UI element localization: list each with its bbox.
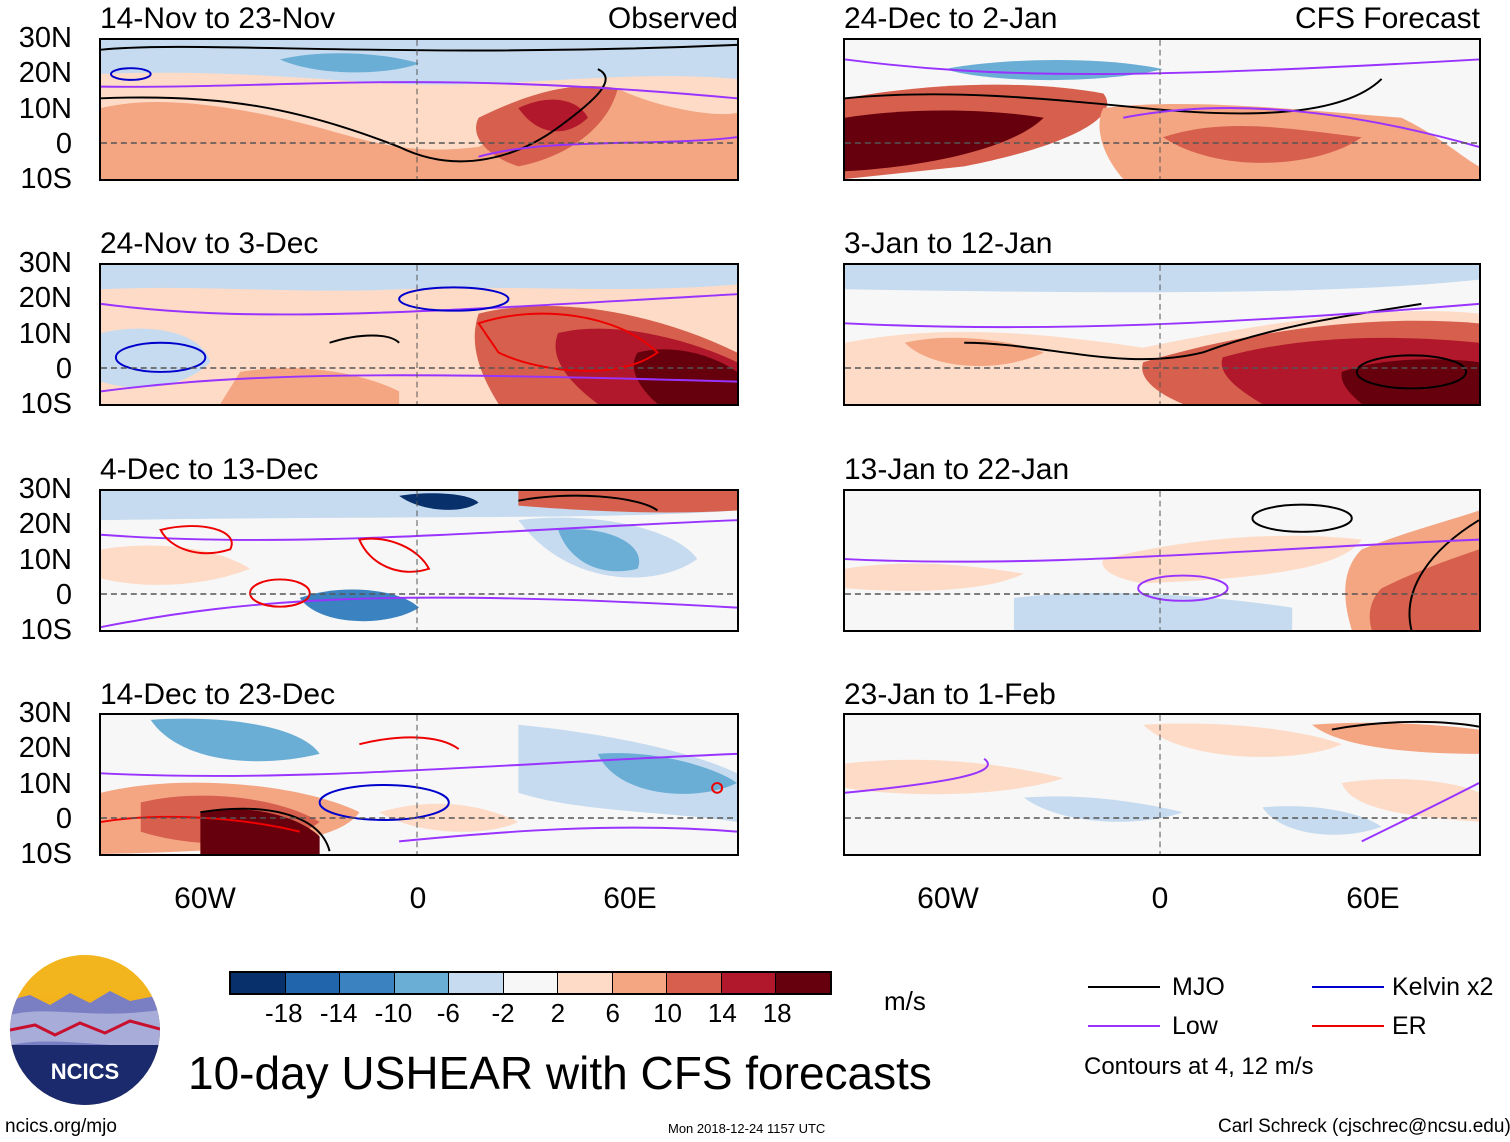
lat-label: 10N	[18, 318, 72, 350]
colorbar-swatch	[558, 973, 613, 993]
lat-label: 10N	[18, 768, 72, 800]
colorbar-tick-label: -14	[319, 998, 358, 1028]
website-link[interactable]: ncics.org/mjo	[5, 1116, 117, 1137]
lat-label: 20N	[18, 732, 72, 764]
map-panel-2	[843, 38, 1481, 181]
colorbar-swatch	[721, 973, 777, 993]
colorbar-swatch	[612, 973, 668, 993]
colorbar	[229, 971, 832, 995]
lon-label-0-left: 0	[409, 882, 427, 915]
panel-title-5: 4-Dec to 13-Dec	[100, 453, 319, 486]
colorbar-tick-label: -10	[374, 998, 413, 1028]
colorbar-tick-label: 6	[605, 998, 620, 1028]
lat-label: 30N	[18, 247, 72, 279]
colorbar-unit: m/s	[884, 986, 926, 1016]
lon-label-60w-left: 60W	[174, 882, 236, 915]
column-label-observed: Observed	[607, 2, 738, 35]
lat-label: 10N	[18, 544, 72, 576]
colorbar-tick-label: -2	[491, 998, 515, 1028]
figure-title: 10-day USHEAR with CFS forecasts	[188, 1047, 932, 1099]
colorbar-tick-label: 14	[707, 998, 737, 1028]
lat-label: 20N	[18, 282, 72, 314]
map-panel-5	[99, 489, 739, 632]
colorbar-tick-label: 10	[653, 998, 682, 1028]
author-credit: Carl Schreck (cjschrec@ncsu.edu)	[1218, 1116, 1510, 1137]
lat-label: 10S	[20, 838, 72, 870]
lat-label: 30N	[18, 22, 72, 54]
legend-line-er	[1312, 1025, 1384, 1027]
legend-label-mjo: MJO	[1172, 973, 1225, 1001]
colorbar-tick-label: -6	[436, 998, 460, 1028]
colorbar-swatch	[667, 973, 722, 993]
legend-label-low: Low	[1172, 1012, 1218, 1040]
lat-label: 30N	[18, 697, 72, 729]
colorbar-tick-label: 18	[762, 998, 792, 1028]
panel-title-4: 3-Jan to 12-Jan	[844, 227, 1053, 260]
colorbar-swatch	[394, 973, 450, 993]
lat-label: 10S	[20, 614, 72, 646]
lat-label: 10S	[20, 388, 72, 420]
panel-title-7: 14-Dec to 23-Dec	[100, 678, 336, 711]
lat-label: 20N	[18, 508, 72, 540]
colorbar-swatch	[231, 973, 286, 993]
map-panel-7	[99, 713, 739, 856]
lat-label: 0	[55, 128, 72, 160]
legend-label-er: ER	[1392, 1012, 1427, 1040]
panel-title-1: 14-Nov to 23-Nov	[100, 2, 336, 35]
legend-label-kelvin: Kelvin x2	[1392, 973, 1494, 1001]
lat-label: 0	[55, 579, 72, 611]
colorbar-swatch	[449, 973, 504, 993]
map-panel-4	[843, 263, 1481, 406]
lon-label-0-right: 0	[1151, 882, 1169, 915]
lat-label: 30N	[18, 473, 72, 505]
legend-line-mjo	[1088, 986, 1160, 988]
colorbar-swatch	[340, 973, 395, 993]
colorbar-swatch	[776, 973, 831, 993]
colorbar-swatch	[285, 973, 341, 993]
ncics-logo: NCICS	[10, 955, 160, 1105]
map-panel-6	[843, 489, 1481, 632]
legend-note: Contours at 4, 12 m/s	[1084, 1053, 1314, 1080]
map-panel-3	[99, 263, 739, 406]
lat-label: 0	[55, 803, 72, 835]
lon-label-60e-right: 60E	[1346, 882, 1400, 915]
lat-label: 20N	[18, 57, 72, 89]
lat-label: 10N	[18, 93, 72, 125]
logo-text: NCICS	[50, 1059, 120, 1084]
lon-label-60w-right: 60W	[917, 882, 979, 915]
panel-title-3: 24-Nov to 3-Dec	[100, 227, 319, 260]
colorbar-tick-label: 2	[550, 998, 566, 1028]
column-label-cfs-forecast: CFS Forecast	[1294, 2, 1480, 35]
panel-title-6: 13-Jan to 22-Jan	[844, 453, 1070, 486]
panel-title-8: 23-Jan to 1-Feb	[844, 678, 1056, 711]
lat-label: 10S	[20, 163, 72, 195]
legend-line-kelvin	[1312, 986, 1384, 988]
legend-line-low	[1088, 1025, 1160, 1027]
lon-label-60e-left: 60E	[603, 882, 657, 915]
lat-label: 0	[55, 353, 72, 385]
map-panel-8	[843, 713, 1481, 856]
map-panel-1	[99, 38, 739, 181]
colorbar-tick-label: -18	[265, 998, 303, 1028]
timestamp: Mon 2018-12-24 1157 UTC	[668, 1121, 826, 1136]
panel-title-2: 24-Dec to 2-Jan	[844, 2, 1058, 35]
colorbar-swatch	[503, 973, 559, 993]
